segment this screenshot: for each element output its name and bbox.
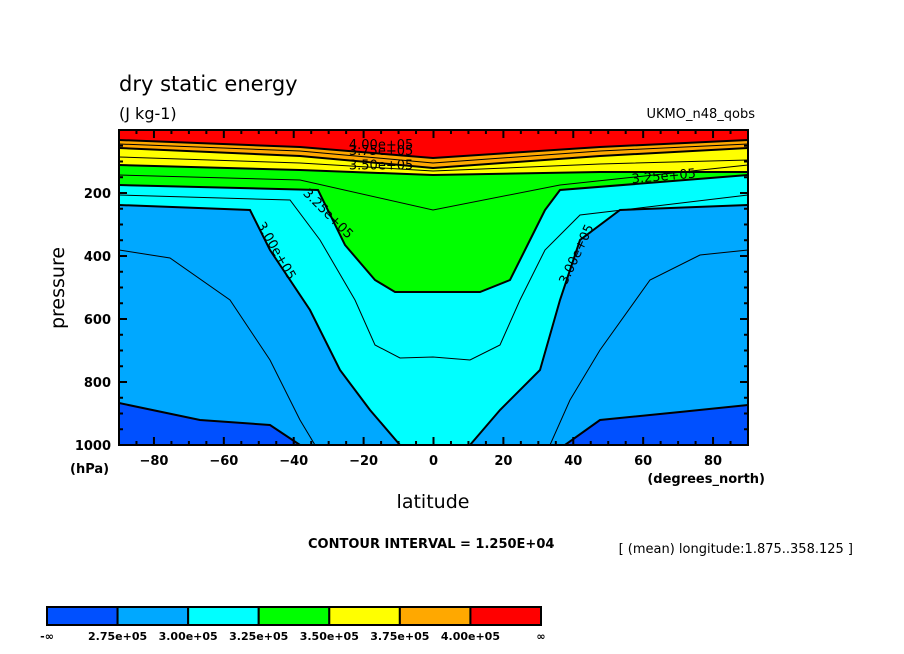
contour-line xyxy=(119,402,301,445)
contour-line xyxy=(119,249,316,445)
contour-line xyxy=(549,249,748,445)
colorbar-label: 4.00e+05 xyxy=(441,630,500,643)
colorbar-label: 3.75e+05 xyxy=(370,630,429,643)
contour-region xyxy=(119,175,748,445)
x-axis: −80 −60 −40 −20 0 20 40 60 80 xyxy=(118,130,749,469)
contour-line xyxy=(119,204,401,445)
y-tick-label: 400 xyxy=(84,250,111,265)
contour-line xyxy=(119,143,748,164)
colorbar-label: 3.50e+05 xyxy=(300,630,359,643)
dataset-label: UKMO_n48_qobs xyxy=(646,107,755,122)
colorbar-swatch xyxy=(257,606,331,626)
contour-region xyxy=(119,130,748,158)
contour-region xyxy=(119,165,748,292)
y-tick-label: 1000 xyxy=(75,439,111,454)
contour-region xyxy=(119,148,748,175)
colorbar-swatch xyxy=(328,606,401,626)
chart-title: dry static energy xyxy=(119,72,298,96)
contour-label: 3.50e+05 xyxy=(349,158,413,173)
y-tick-label: 800 xyxy=(84,376,111,391)
colorbar-swatch xyxy=(116,606,190,626)
colorbar-swatch xyxy=(469,606,542,626)
y-axis-units: (hPa) xyxy=(70,462,109,477)
x-axis-units: (degrees_north) xyxy=(647,472,765,487)
colorbar: -∞ 2.75e+05 3.00e+05 3.25e+05 3.50e+05 3.75e+… xyxy=(40,606,546,643)
contour-lines xyxy=(119,139,748,445)
contour-line xyxy=(119,194,748,361)
y-axis-label: pressure xyxy=(47,247,69,329)
x-tick-label: 60 xyxy=(634,454,652,469)
x-tick-label: 40 xyxy=(564,454,582,469)
colorbar-label: 3.00e+05 xyxy=(159,630,218,643)
colorbar-swatch xyxy=(46,606,119,626)
contour-line xyxy=(564,404,748,445)
chart-units: (J kg-1) xyxy=(119,104,177,123)
x-axis-label: latitude xyxy=(397,491,470,513)
x-tick-label: 80 xyxy=(704,454,722,469)
contour-line xyxy=(119,174,748,293)
contour-line xyxy=(119,139,748,160)
contour-line xyxy=(119,147,748,170)
contour-line xyxy=(119,164,748,211)
x-tick-label: 20 xyxy=(494,454,512,469)
colorbar-swatch xyxy=(187,606,260,626)
contour-region xyxy=(565,405,748,445)
contour-label: 4.00e+05 xyxy=(349,138,413,153)
contour-line xyxy=(119,164,748,177)
colorbar-label: 2.75e+05 xyxy=(88,630,147,643)
x-tick-label: −60 xyxy=(209,454,238,469)
x-tick-label: −40 xyxy=(279,454,308,469)
y-axis: 200 400 600 800 1000 xyxy=(75,144,748,454)
x-tick-label: −80 xyxy=(139,454,168,469)
contour-line xyxy=(119,156,748,172)
contour-label: 3.25e+05 xyxy=(631,167,696,188)
y-tick-label: 600 xyxy=(84,313,111,328)
colorbar-label: -∞ xyxy=(40,630,54,643)
y-tick-label: 200 xyxy=(84,187,111,202)
contour-interval: CONTOUR INTERVAL = 1.250E+04 xyxy=(308,537,554,552)
contour-label: 3.75e+05 xyxy=(349,144,413,159)
colorbar-label: 3.25e+05 xyxy=(229,630,288,643)
x-tick-label: −20 xyxy=(349,454,378,469)
contour-region xyxy=(119,205,748,445)
colorbar-label: ∞ xyxy=(536,630,545,643)
colorbar-swatch xyxy=(398,606,472,626)
x-tick-label: 0 xyxy=(429,454,438,469)
averaging-note: [ (mean) longitude:1.875..358.125 ] xyxy=(619,542,853,557)
